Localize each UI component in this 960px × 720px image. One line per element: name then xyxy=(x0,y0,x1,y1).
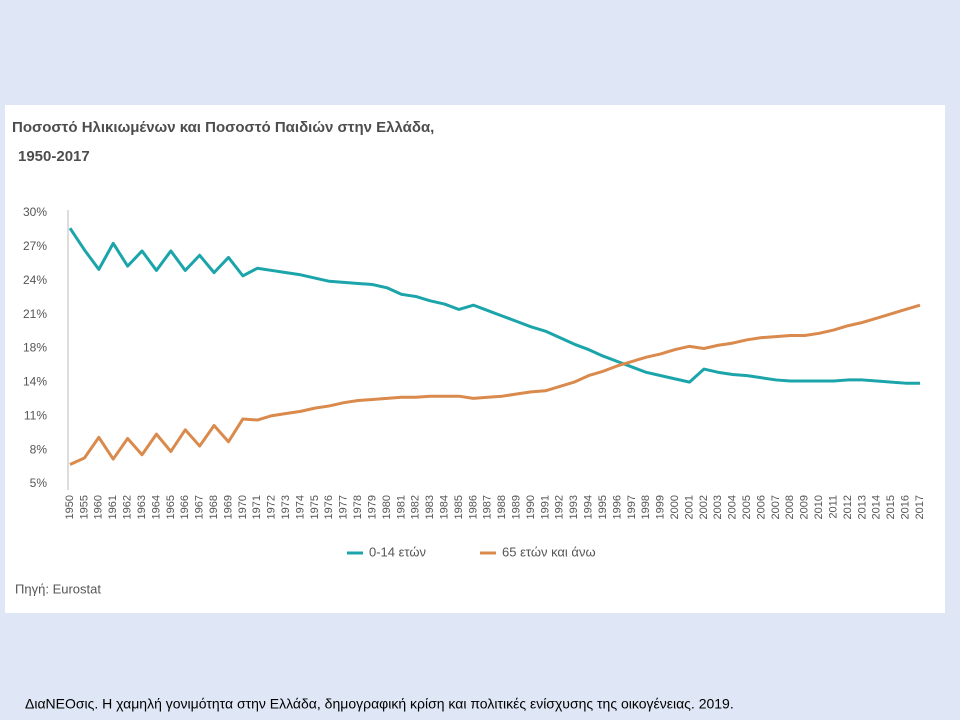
y-tick-label: 27% xyxy=(23,239,47,253)
x-tick-label: 1961 xyxy=(107,495,119,519)
x-tick-label: 1963 xyxy=(136,495,148,519)
y-tick-label: 21% xyxy=(23,307,47,321)
x-tick-label: 1981 xyxy=(395,495,407,519)
x-tick-label: 2016 xyxy=(899,495,911,519)
y-tick-label: 14% xyxy=(23,375,47,389)
y-tick-label: 18% xyxy=(23,341,47,355)
x-tick-label: 1988 xyxy=(496,495,508,519)
x-tick-label: 1980 xyxy=(381,495,393,519)
x-tick-label: 1973 xyxy=(280,495,292,519)
y-tick-label: 11% xyxy=(24,408,47,422)
x-tick-label: 2000 xyxy=(669,495,681,519)
x-tick-label: 1964 xyxy=(150,495,162,519)
x-tick-label: 1970 xyxy=(237,495,249,519)
x-tick-label: 1965 xyxy=(165,495,177,519)
x-tick-label: 2011 xyxy=(827,495,839,519)
legend-label: 65 ετών και άνω xyxy=(502,544,596,559)
x-tick-label: 1969 xyxy=(222,495,234,519)
chart-title: Ποσοστό Ηλικιωμένων και Ποσοστό Παιδιών … xyxy=(12,119,434,136)
y-tick-label: 5% xyxy=(30,476,48,490)
data-line xyxy=(68,227,920,385)
x-tick-label: 1984 xyxy=(438,495,450,519)
x-tick-label: 1989 xyxy=(511,495,523,519)
x-tick-label: 1996 xyxy=(611,495,623,519)
x-tick-label: 1991 xyxy=(539,495,551,519)
x-tick-label: 1983 xyxy=(424,495,436,519)
x-tick-label: 1979 xyxy=(366,495,378,519)
x-tick-label: 1968 xyxy=(208,495,220,519)
x-tick-label: 1998 xyxy=(640,495,652,519)
x-tick-label: 1978 xyxy=(352,495,364,519)
x-tick-label: 1986 xyxy=(467,495,479,519)
x-tick-label: 2004 xyxy=(727,495,739,519)
x-tick-label: 2012 xyxy=(842,495,854,519)
x-tick-label: 2005 xyxy=(741,495,753,519)
x-tick-label: 1966 xyxy=(179,495,191,519)
y-tick-label: 24% xyxy=(23,273,47,287)
x-tick-label: 1999 xyxy=(655,495,667,519)
data-line xyxy=(69,303,921,466)
x-tick-label: 1987 xyxy=(482,495,494,519)
x-tick-label: 1974 xyxy=(294,495,306,519)
x-tick-label: 1972 xyxy=(266,495,278,519)
chart-panel xyxy=(5,105,945,613)
caption: ΔιαΝΕΟσις. Η χαμηλή γονιμότητα στην Ελλά… xyxy=(25,696,734,712)
x-tick-label: 1976 xyxy=(323,495,335,519)
x-tick-label: 1955 xyxy=(78,495,90,519)
x-tick-label: 1971 xyxy=(251,495,263,519)
x-tick-label: 2003 xyxy=(712,495,724,519)
x-tick-label: 1962 xyxy=(122,495,134,519)
x-tick-label: 1994 xyxy=(583,495,595,519)
x-tick-label: 2008 xyxy=(784,495,796,519)
x-tick-label: 2002 xyxy=(698,495,710,519)
x-tick-label: 2001 xyxy=(683,495,695,519)
x-tick-label: 2014 xyxy=(871,495,883,519)
y-tick-label: 30% xyxy=(23,205,47,219)
x-tick-label: 1992 xyxy=(554,495,566,519)
x-tick-label: 1977 xyxy=(338,495,350,519)
x-tick-label: 1960 xyxy=(93,495,105,519)
chart-subtitle: 1950-2017 xyxy=(18,148,90,165)
x-tick-label: 1982 xyxy=(410,495,422,519)
x-tick-label: 2013 xyxy=(856,495,868,519)
x-tick-label: 1975 xyxy=(309,495,321,519)
x-tick-label: 2017 xyxy=(914,495,926,519)
x-tick-label: 2007 xyxy=(770,495,782,519)
x-tick-label: 1990 xyxy=(525,495,537,519)
legend-label: 0-14 ετών xyxy=(369,544,426,559)
x-tick-label: 1985 xyxy=(453,495,465,519)
x-tick-label: 2009 xyxy=(799,495,811,519)
x-tick-label: 1997 xyxy=(626,495,638,519)
x-tick-label: 1993 xyxy=(568,495,580,519)
y-tick-label: 8% xyxy=(30,442,48,456)
x-tick-label: 2010 xyxy=(813,495,825,519)
source: Πηγή: Eurostat xyxy=(15,581,101,596)
x-tick-label: 2006 xyxy=(755,495,767,519)
x-tick-label: 2015 xyxy=(885,495,897,519)
x-tick-label: 1995 xyxy=(597,495,609,519)
x-tick-label: 1950 xyxy=(64,495,76,519)
x-tick-label: 1967 xyxy=(194,495,206,519)
